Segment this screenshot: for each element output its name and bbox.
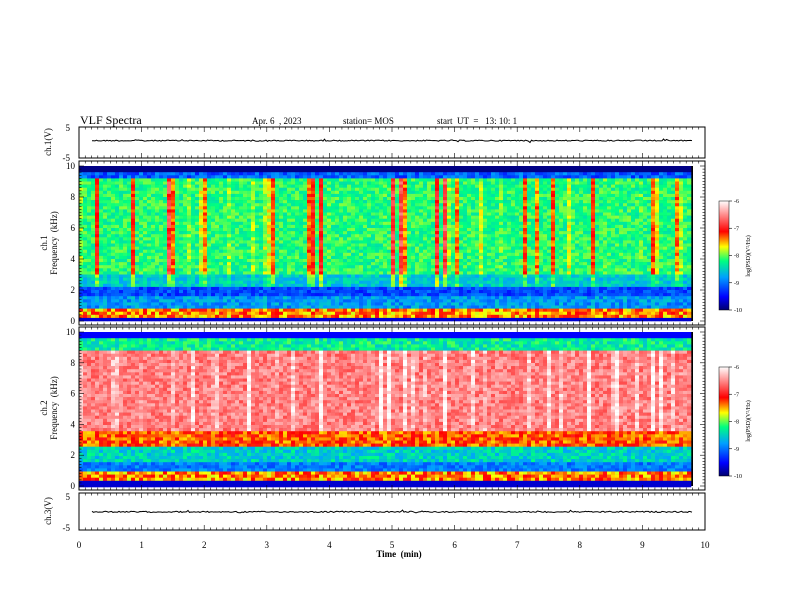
ch1-ytick-minus5: -5 xyxy=(63,153,71,163)
x-tick-label-5: 5 xyxy=(390,540,395,550)
colorbar-ch1-label: log(PSD)(V²/Hz) xyxy=(745,235,752,276)
ch1-waveform-trace xyxy=(92,138,693,144)
x-tick-label-8: 8 xyxy=(578,540,583,550)
ch1-spec-ylabel-b: Frequency (kHz) xyxy=(49,211,59,274)
ch3-wave-ylabel: ch.3(V) xyxy=(43,497,53,525)
colorbar-ch2-tick--9: -9 xyxy=(734,447,739,453)
ch2-spectrogram-image xyxy=(79,332,692,488)
ch2-spec-ylabel-a: ch.2 xyxy=(39,400,49,415)
x-tick-label-10: 10 xyxy=(701,540,711,550)
ch2-spec-ytick-6: 6 xyxy=(71,389,76,399)
x-tick-label-9: 9 xyxy=(640,540,645,550)
x-tick-label-6: 6 xyxy=(452,540,457,550)
panel-ch3-waveform: 5 -5 ch.3(V) 0 1 2 3 4 5 6 7 8 9 10 Time (min) xyxy=(43,492,710,559)
ch2-spec-ytick-2: 2 xyxy=(71,450,76,460)
colorbar-ch1-tick--9: -9 xyxy=(734,281,739,287)
x-tick-label-7: 7 xyxy=(515,540,520,550)
colorbar-ch1-tick--8: -8 xyxy=(734,254,739,260)
ch2-spec-ytick-10: 10 xyxy=(66,327,76,337)
x-tick-label-3: 3 xyxy=(265,540,270,550)
start-ut-label: start UT = 13: 10: 1 xyxy=(437,116,517,126)
colorbar-ch1: -6 -7 -8 -9 -10 log(PSD)(V²/Hz) xyxy=(718,199,752,314)
ch2-spec-ylabel-b: Frequency (kHz) xyxy=(49,376,59,439)
ch1-spec-ytick-4: 4 xyxy=(71,254,76,264)
ch1-spec-ytick-8: 8 xyxy=(71,192,76,202)
date-label: Apr. 6 , 2023 xyxy=(252,116,302,126)
ch2-spec-ytick-8: 8 xyxy=(71,358,76,368)
ch1-spec-ylabel-a: ch.1 xyxy=(39,235,49,250)
colorbar-ch1-tick--7: -7 xyxy=(734,226,739,232)
station-label: station= MOS xyxy=(343,116,394,126)
colorbar-ch1-tick--6: -6 xyxy=(734,199,739,205)
ch1-spec-ytick-0: 0 xyxy=(71,316,76,326)
colorbar-ch2-tick--6: -6 xyxy=(734,365,739,371)
ch1-wave-ylabel: ch.1(V) xyxy=(43,128,53,156)
ch1-spectrogram-image xyxy=(79,166,692,322)
colorbar-ch2-tick--8: -8 xyxy=(734,420,739,426)
x-tick-label-4: 4 xyxy=(327,540,332,550)
x-axis-label: Time (min) xyxy=(376,549,421,559)
colorbar-ch1-tick--10: -10 xyxy=(734,308,742,314)
ch1-spec-ytick-2: 2 xyxy=(71,285,76,295)
x-tick-label-0: 0 xyxy=(77,540,82,550)
ch1-spec-ytick-10: 10 xyxy=(66,161,76,171)
colorbar-ch2: -6 -7 -8 -9 -10 log(PSD)(V²/Hz) xyxy=(718,365,752,480)
ch2-spec-ytick-0: 0 xyxy=(71,481,76,491)
ch2-spec-ytick-4: 4 xyxy=(71,419,76,429)
ch3-waveform-trace xyxy=(91,509,693,514)
ch1-ytick-5: 5 xyxy=(66,123,71,133)
panel-ch1-waveform: 5 -5 ch.1(V) xyxy=(43,123,706,163)
ch1-spec-ytick-6: 6 xyxy=(71,223,76,233)
colorbar-ch2-label: log(PSD)(V²/Hz) xyxy=(745,400,752,441)
panel-ch1-spectrogram: 0 2 4 6 8 10 ch.1 Frequency (kHz) xyxy=(39,160,706,326)
x-tick-label-2: 2 xyxy=(202,540,207,550)
colorbar-ch2-tick--7: -7 xyxy=(734,392,739,398)
x-tick-label-1: 1 xyxy=(139,540,144,550)
colorbar-ch2-tick--10: -10 xyxy=(734,474,742,480)
panel-ch2-spectrogram: 0 2 4 6 8 10 ch.2 Frequency (kHz) xyxy=(39,326,706,491)
figure-title: VLF Spectra xyxy=(80,113,142,127)
ch3-ytick-5: 5 xyxy=(66,492,71,502)
ch3-ytick-minus5: -5 xyxy=(63,523,71,533)
